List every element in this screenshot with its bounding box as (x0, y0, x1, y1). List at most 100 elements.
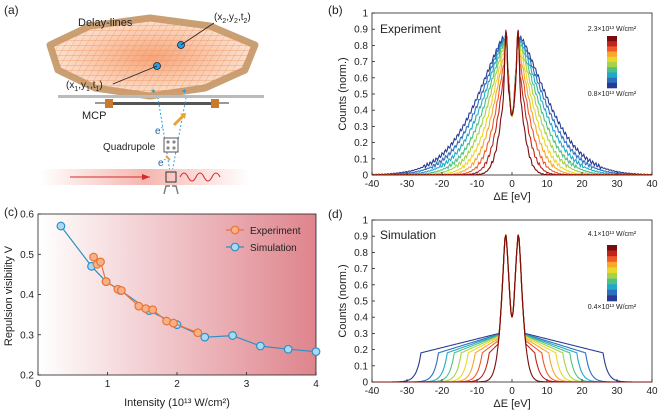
colorbar-swatch (607, 51, 617, 58)
spectrum-series-0 (372, 31, 653, 176)
colorbar-swatch (607, 289, 617, 296)
curves (371, 29, 653, 176)
y-tick-label: 0.8 (354, 41, 368, 52)
y-tick-label: 1 (362, 9, 368, 20)
colorbar-swatch (607, 261, 617, 268)
y-tick-label: 0.9 (354, 232, 368, 243)
data-point-experiment (193, 328, 203, 338)
legend-simulation-label: Simulation (250, 243, 297, 254)
x-tick-label: 2 (174, 379, 180, 390)
delay-line-detector (46, 14, 259, 100)
y-tick-label: 0.7 (354, 57, 368, 68)
y-tick-label: 0.1 (354, 154, 368, 165)
spectrum-series-0 (372, 234, 652, 383)
x-tick-label: 30 (611, 386, 623, 397)
colorbar-swatch (607, 250, 617, 257)
electron-label-2: e- (158, 157, 167, 169)
colorbar-swatch (607, 72, 617, 78)
y-tick-label: 0.6 (20, 210, 34, 221)
curves (372, 234, 652, 383)
x-tick-label: 20 (576, 386, 588, 397)
x-tick-label: -30 (400, 179, 415, 190)
y-tick-label: 0.3 (354, 329, 368, 340)
axes: -40 -30 -20 -10 0 10 20 30 40 0 0.1 0.2 0.3 0.4 0.5 0.6… (354, 9, 658, 191)
y-tick-label: 0.5 (354, 297, 368, 308)
y-axis-label: Counts (norm.) (337, 264, 349, 337)
y-tick-label: 0.3 (354, 122, 368, 133)
y-tick-label: 0.2 (20, 371, 34, 382)
chart-experiment: -40 -30 -20 -10 0 10 20 30 40 0 0.1 0.2 0.3 0.4 0.5 0.6… (337, 9, 658, 204)
x-tick-label: 0 (509, 179, 515, 190)
y-axis-label: Counts (norm.) (337, 57, 349, 130)
x-tick-label: 3 (244, 379, 250, 390)
y-tick-label: 0.8 (354, 248, 368, 259)
y-tick-label: 1 (362, 216, 368, 227)
x-axis-label: Intensity (10¹³ W/cm²) (124, 397, 230, 409)
colorbar (607, 245, 617, 302)
y-tick-label: 0.5 (354, 90, 368, 101)
quadrupole-label: Quadrupole (103, 142, 156, 153)
panel-label-d: (d) (328, 207, 343, 221)
axes: 0 1 2 3 4 0.2 0.3 0.4 0.5 0.6 (20, 210, 319, 391)
colorbar-swatch (607, 245, 617, 251)
x-tick-label: 40 (646, 179, 658, 190)
colorbar-swatch (607, 278, 617, 285)
series (56, 221, 321, 357)
y-axis-label: Repulsion visibility V (3, 245, 15, 346)
x-tick-label: 0 (35, 379, 41, 390)
x-tick-label: -40 (365, 179, 380, 190)
colorbar-bottom-label: 0.8×10¹³ W/cm² (588, 91, 637, 98)
x-tick-label: -30 (400, 386, 415, 397)
data-point-simulation (311, 347, 321, 357)
electron-label-1: e- (155, 125, 164, 137)
x-tick-label: 10 (541, 386, 553, 397)
x-tick-label: 1 (105, 379, 111, 390)
data-point-experiment (116, 286, 126, 295)
chart-simulation: -40 -30 -20 -10 0 10 20 30 40 0 0.1 0.2 0.3 0.4 0.5 0.6… (337, 216, 658, 411)
colorbar-top-label: 2.3×10¹³ W/cm² (588, 26, 637, 33)
colorbar-bottom-label: 0.4×10¹³ W/cm² (588, 304, 637, 311)
interaction-region (165, 171, 177, 183)
x-axis-label: ΔE [eV] (493, 398, 530, 410)
x-axis-label: ΔE [eV] (493, 191, 530, 203)
x-tick-label: 40 (646, 386, 658, 397)
data-point-simulation (256, 341, 265, 351)
x-tick-label: -10 (470, 179, 485, 190)
hit1-coords: (x1,y1,t1) (66, 80, 103, 93)
data-point-simulation (200, 332, 210, 342)
y-tick-label: 0.4 (20, 290, 34, 301)
y-tick-label: 0.4 (354, 313, 368, 324)
mcp-label: MCP (82, 110, 106, 122)
svg-text:✦: ✦ (181, 87, 188, 96)
colorbar-top-label: 4.1×10¹³ W/cm² (588, 231, 637, 238)
colorbar-swatch (607, 36, 617, 42)
y-tick-label: 0 (362, 171, 368, 182)
x-tick-label: -20 (435, 386, 450, 397)
data-point-experiment (96, 257, 105, 267)
colorbar-swatch (607, 273, 617, 279)
colorbar-swatch (607, 41, 617, 47)
data-point-simulation (228, 331, 238, 340)
x-tick-label: -10 (470, 386, 485, 397)
hit2-coords: (x2,y2,t2) (214, 12, 251, 25)
apparatus-schematic: Delay-lines (x2,y2,t2) (x1,y1,t1) MCP ✦ ✦… (40, 12, 264, 195)
colorbar-swatch (607, 62, 617, 68)
x-tick-label: 4 (313, 379, 319, 390)
legend-simulation-marker (230, 242, 240, 252)
y-tick-label: 0.7 (354, 264, 368, 275)
y-tick-label: 0.3 (20, 330, 34, 341)
chart-visibility: 0 1 2 3 4 0.2 0.3 0.4 0.5 0.6 Experiment Simulati… (3, 210, 321, 409)
legend-experiment-label: Experiment (250, 226, 301, 237)
y-tick-label: 0.9 (354, 25, 368, 36)
data-point-simulation (283, 344, 293, 354)
y-tick-label: 0.2 (354, 138, 368, 149)
colorbar-swatch (607, 46, 617, 52)
intensity-shading (38, 214, 316, 375)
panel-label-a: (a) (4, 3, 19, 17)
x-tick-label: 10 (541, 179, 553, 190)
legend-experiment-marker (230, 225, 240, 235)
x-tick-label: 30 (611, 179, 623, 190)
data-point-experiment (141, 304, 151, 313)
data-point-experiment (89, 252, 98, 262)
data-point-experiment (101, 277, 111, 287)
